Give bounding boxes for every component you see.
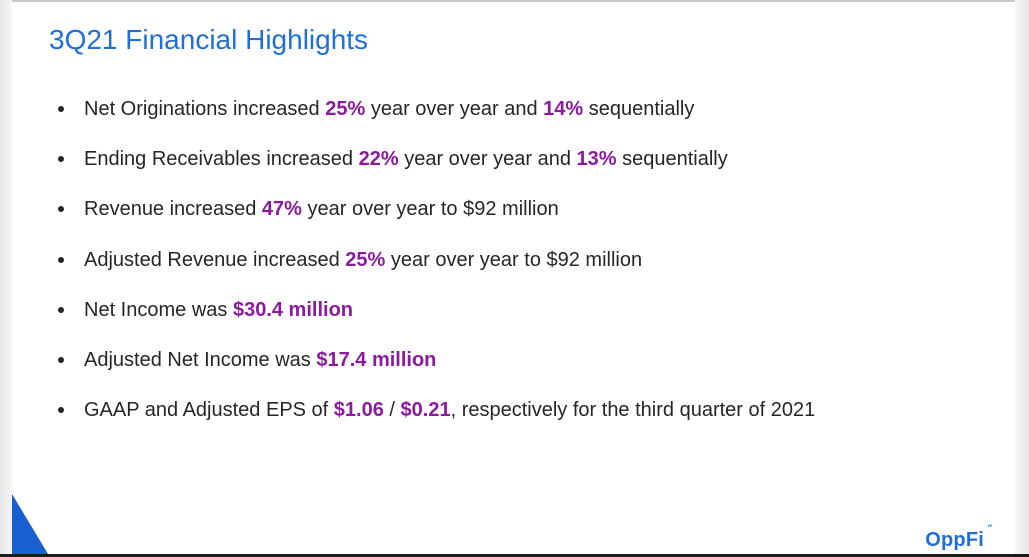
bullet-segment: / [383,399,401,422]
highlighted-figure: 47% [261,198,302,221]
highlighted-figure: $0.21 [400,399,451,422]
bullet-segment: Revenue increased [84,198,262,221]
bullet-segment: Adjusted Net Income was [84,348,317,371]
window-right-margin [1015,0,1029,557]
window-top-border [0,0,1029,2]
window-left-margin [0,0,12,557]
bullet-text: Revenue increased 47% year over year to … [84,198,559,221]
bullet-dot-icon [58,106,64,112]
bullet-dot-icon [58,206,64,213]
bullet-segment: , respectively for the third quarter of … [450,399,816,422]
slide: 3Q21 Financial Highlights Net Originatio… [12,2,1015,554]
bullet-segment: year over year to $92 million [385,248,643,271]
bullet-segment: Ending Receivables increased [84,148,359,171]
bullet-segment: sequentially [583,98,695,120]
bullet-segment: Net Income was [84,298,233,321]
bullet-segment: Net Originations increased [84,98,326,120]
bullet-segment: GAAP and Adjusted EPS of [84,399,334,422]
bullet-dot-icon [58,156,64,163]
bullet-dot-icon [58,256,64,263]
bullet-dot-icon [58,306,64,313]
slide-title: 3Q21 Financial Highlights [49,24,369,55]
highlighted-figure: $1.06 [333,399,384,422]
bullet-dot-icon [58,407,64,414]
bullet-dot-icon [58,356,64,363]
highlighted-figure: $30.4 million [232,298,354,321]
bullet-text: Net Originations increased 25% year over… [84,98,694,121]
bullet-text: Ending Receivables increased 22% year ov… [84,148,728,171]
oppfi-logo: OppFi [925,529,984,551]
highlighted-figure: 14% [543,98,584,120]
logo-mark: ″ [987,523,992,533]
bullet-segment: year over year and [365,98,544,120]
bullet-segment: Adjusted Revenue increased [84,248,346,271]
highlighted-figure: 25% [345,248,386,271]
bullet-segment: year over year to $92 million [301,198,559,221]
bullet-segment: year over year and [398,148,577,171]
window-bottom-border [0,554,1029,557]
bullet-segment: sequentially [616,148,728,171]
highlighted-figure: $17.4 million [316,348,437,371]
highlighted-figure: 13% [576,148,617,171]
bullet-text: Adjusted Revenue increased 25% year over… [84,249,642,272]
corner-triangle-decoration [12,494,48,554]
highlighted-figure: 22% [358,148,399,171]
page-number: 2 [43,537,48,546]
bullet-text: Net Income was $30.4 million [84,299,353,322]
highlighted-figure: 25% [325,98,366,120]
bullet-text: Adjusted Net Income was $17.4 million [84,349,436,372]
bullet-text: GAAP and Adjusted EPS of $1.06 / $0.21, … [84,399,815,422]
